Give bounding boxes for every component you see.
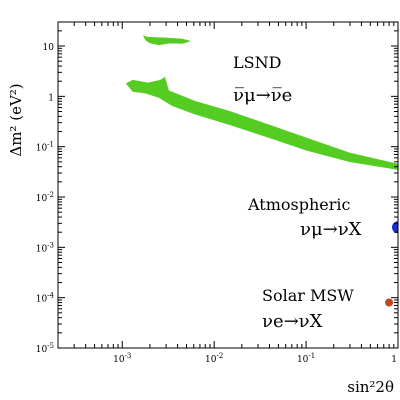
x-tick-label: 1 bbox=[391, 355, 397, 365]
y-tick-label: 10-3 bbox=[36, 241, 54, 254]
y-axis-label: Δm² (eV²) bbox=[7, 83, 25, 156]
lsnd-region-1 bbox=[125, 76, 398, 170]
lsnd-label: LSND bbox=[233, 53, 281, 72]
y-tick-label: 10-5 bbox=[36, 342, 54, 355]
x-tick-label: 10-3 bbox=[113, 352, 131, 365]
solar-msw-region bbox=[385, 298, 394, 307]
solar-annotation: Solar MSW νe→νX bbox=[262, 286, 354, 332]
atmospheric-label: Atmospheric bbox=[247, 195, 351, 214]
y-tick-label: 10-2 bbox=[36, 191, 54, 204]
y-tick-label: 1 bbox=[48, 93, 54, 103]
plot-frame bbox=[57, 21, 399, 349]
regions-layer bbox=[125, 35, 398, 307]
y-tick-label: 10-1 bbox=[36, 141, 54, 154]
x-axis-label: sin²2θ bbox=[347, 378, 394, 396]
atmospheric-annotation: Atmospheric νμ→νX bbox=[247, 195, 362, 240]
x-tick-label: 10-2 bbox=[205, 352, 223, 365]
solar-label: Solar MSW bbox=[262, 286, 354, 305]
y-tick-label: 10 bbox=[43, 43, 55, 53]
x-tick-label: 10-1 bbox=[297, 352, 315, 365]
lsnd-region-2 bbox=[142, 35, 192, 46]
atmospheric-region bbox=[392, 221, 398, 234]
solar-reaction: νe→νX bbox=[262, 311, 323, 332]
lsnd-reaction: ν̅μ→ν̅e bbox=[233, 85, 292, 106]
ticks-layer: 10-3 10-2 10-1 1 10 1 10-1 10-2 10-3 10-4 10-5 bbox=[36, 21, 399, 365]
y-tick-label: 10-4 bbox=[36, 292, 55, 305]
lsnd-annotation: LSND ν̅μ→ν̅e bbox=[233, 53, 292, 106]
atmospheric-reaction: νμ→νX bbox=[300, 219, 362, 240]
